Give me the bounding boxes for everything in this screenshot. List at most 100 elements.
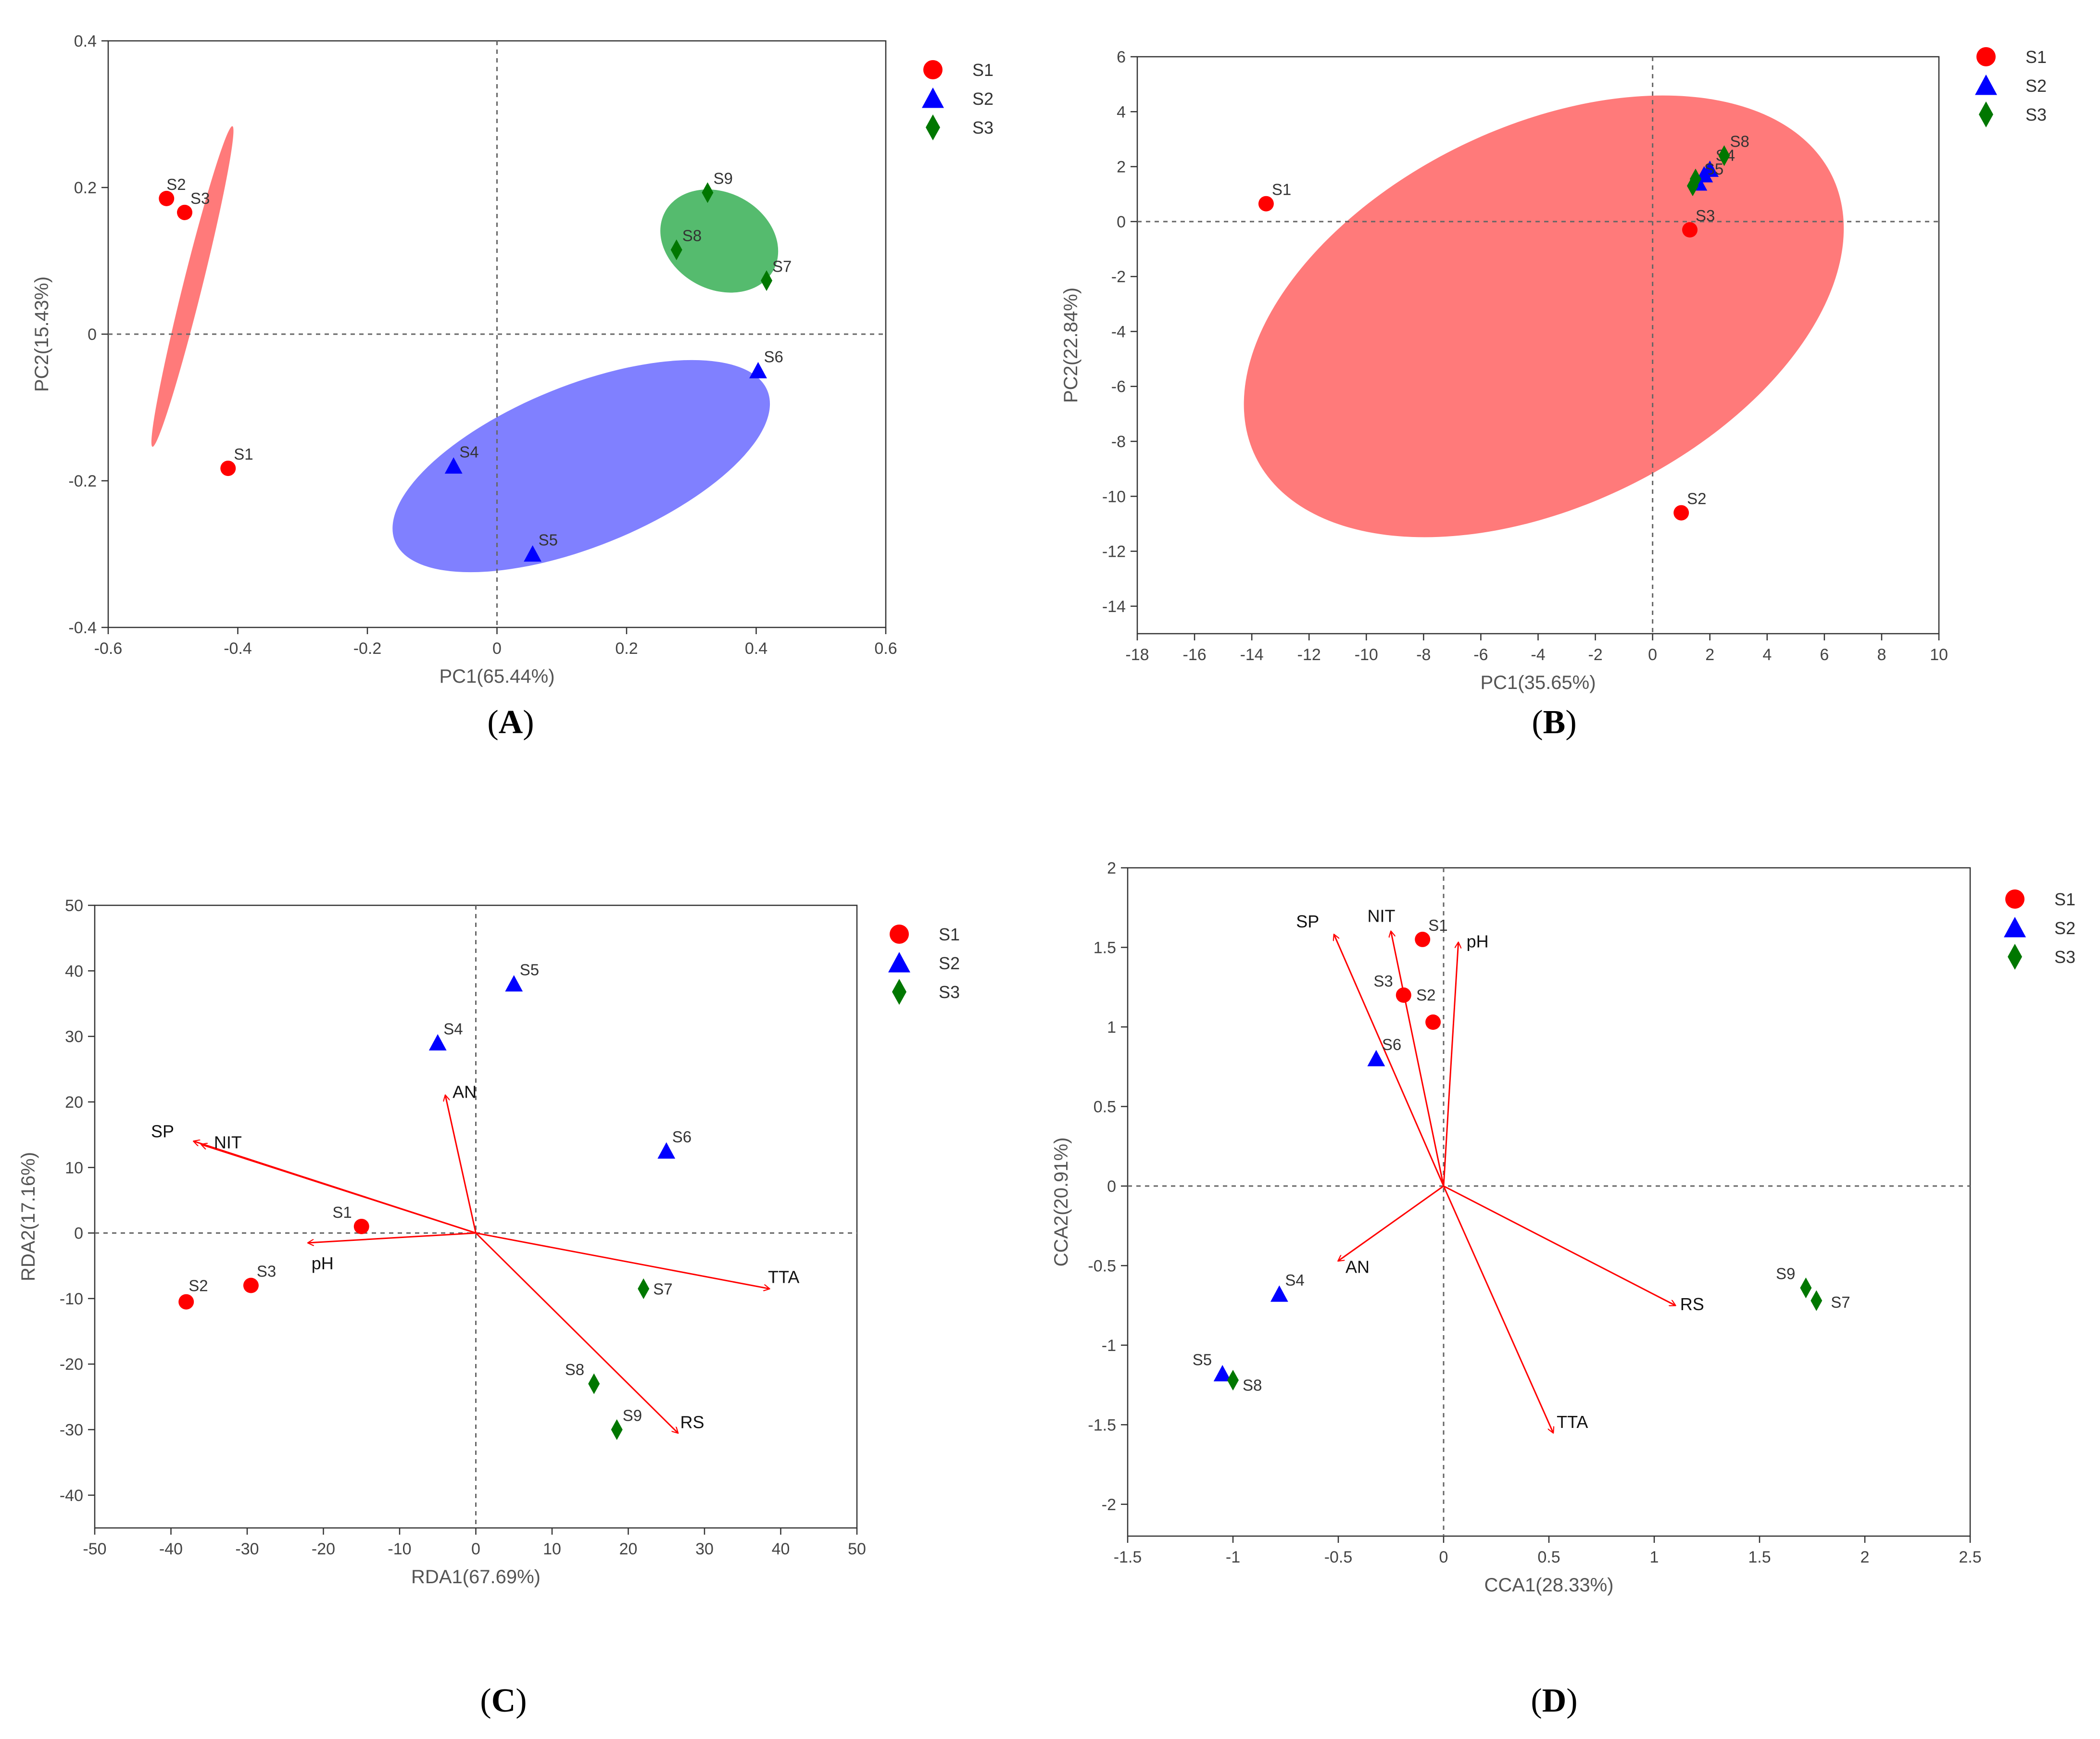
- arrow-tta: [1443, 1186, 1553, 1433]
- point-label-s6: S6: [1382, 1036, 1401, 1053]
- point-label-s1: S1: [234, 445, 253, 463]
- legend-label-s2: S2: [2025, 76, 2047, 96]
- arrow-label-sp: SP: [151, 1122, 174, 1141]
- x-tick-label: 10: [1930, 646, 1948, 664]
- confidence-ellipse-s1: [1244, 95, 1844, 538]
- y-tick-label: -8: [1111, 433, 1126, 451]
- point-label-s7: S7: [1831, 1293, 1850, 1311]
- point-s8: [588, 1373, 600, 1394]
- arrow-sp: [1334, 935, 1445, 1187]
- x-tick-label: -10: [1355, 646, 1378, 664]
- x-tick-label: 8: [1877, 646, 1886, 664]
- point-s7: [1811, 1290, 1823, 1311]
- x-tick-label: 0.6: [874, 639, 897, 658]
- point-label-s4: S4: [443, 1020, 463, 1038]
- legend-marker-s2: [2004, 917, 2026, 938]
- legend-label-s2: S2: [2054, 918, 2075, 938]
- y-tick-label: 1: [1107, 1018, 1116, 1037]
- legend-label-s1: S1: [972, 60, 993, 80]
- point-label-s4: S4: [459, 443, 478, 461]
- point-s2: [178, 1294, 194, 1310]
- point-s6: [749, 362, 767, 378]
- legend-marker-s3: [2008, 944, 2022, 970]
- point-label-s6: S6: [764, 348, 783, 365]
- arrow-ph: [1443, 943, 1459, 1186]
- legend-marker-s1: [890, 925, 909, 944]
- y-tick-label: -0.2: [68, 472, 97, 490]
- y-tick-label: 2: [1117, 158, 1126, 176]
- y-tick-label: 20: [65, 1093, 83, 1112]
- y-tick-label: -4: [1111, 323, 1126, 341]
- legend-marker-s3: [892, 979, 906, 1005]
- point-label-s8: S8: [1730, 133, 1749, 150]
- point-s2: [159, 190, 175, 206]
- x-tick-label: 0.2: [615, 639, 638, 658]
- y-tick-label: -2: [1102, 1496, 1116, 1514]
- panel-c-rda-chart: -50 -40 -30 -20 -10 0 10 20 30 40 50 -40 -30 -20 -10 0 1…: [18, 897, 960, 1719]
- y-tick-label: -0.5: [1088, 1257, 1116, 1275]
- point-s4: [428, 1034, 447, 1051]
- legend-label-s3: S3: [972, 118, 993, 138]
- legend-marker-s2: [888, 952, 910, 973]
- x-tick-label: 4: [1762, 646, 1772, 664]
- y-tick-label: -6: [1111, 378, 1126, 396]
- arrow-rs: [475, 1232, 678, 1433]
- y-tick-label: 0: [74, 1225, 83, 1243]
- x-tick-label: -0.4: [224, 639, 252, 658]
- arrow-rs: [1443, 1185, 1675, 1305]
- arrow-tta: [476, 1232, 769, 1289]
- confidence-ellipse-s3: [660, 189, 779, 293]
- x-axis-label: PC1(65.44%): [439, 666, 554, 687]
- plot-frame: [1127, 867, 1971, 1537]
- point-s3: [1396, 987, 1411, 1003]
- arrow-label-tta: TTA: [1557, 1412, 1588, 1432]
- x-tick-label: -2: [1588, 646, 1602, 664]
- point-label-s3: S3: [257, 1263, 276, 1280]
- point-label-s8: S8: [682, 227, 702, 245]
- x-tick-label: -12: [1297, 646, 1321, 664]
- x-tick-label: -0.2: [353, 639, 382, 658]
- arrow-label-tta: TTA: [768, 1267, 799, 1287]
- point-s7: [638, 1278, 650, 1300]
- x-tick-label: 50: [848, 1540, 866, 1558]
- panel-caption: (D): [1531, 1682, 1577, 1719]
- legend-label-s3: S3: [2025, 105, 2047, 125]
- x-tick-label: 1.5: [1748, 1548, 1771, 1566]
- point-label-s1: S1: [1272, 181, 1291, 199]
- point-s3: [243, 1277, 259, 1293]
- point-s8: [1227, 1370, 1239, 1391]
- point-label-s4: S4: [1285, 1271, 1304, 1289]
- x-tick-label: -1.5: [1114, 1548, 1142, 1566]
- y-tick-label: -10: [1102, 488, 1126, 506]
- legend-marker-s1: [1976, 47, 1996, 66]
- point-label-s5: S5: [520, 961, 539, 979]
- x-tick-label: 2.5: [1959, 1548, 1981, 1566]
- point-label-s7: S7: [772, 258, 792, 275]
- y-tick-label: 0: [88, 325, 97, 344]
- x-tick-label: 0: [1648, 646, 1657, 664]
- confidence-ellipse-s1: [151, 126, 234, 447]
- x-tick-label: 0: [471, 1540, 480, 1558]
- point-label-s3: S3: [190, 189, 210, 207]
- arrow-ph: [308, 1232, 476, 1243]
- point-s3: [177, 204, 193, 220]
- arrow-label-ph: pH: [1467, 932, 1489, 951]
- point-label-s5: S5: [1193, 1351, 1212, 1368]
- x-tick-label: 6: [1820, 646, 1829, 664]
- point-label-s9: S9: [713, 170, 732, 188]
- x-tick-label: 0.4: [745, 639, 767, 658]
- y-axis-label: PC2(15.43%): [31, 276, 52, 392]
- y-tick-label: -30: [60, 1421, 83, 1439]
- x-tick-label: -20: [312, 1540, 335, 1558]
- x-tick-label: -14: [1240, 646, 1264, 664]
- point-s1: [1258, 196, 1274, 212]
- point-s9: [702, 182, 714, 203]
- arrow-label-ph: pH: [312, 1253, 334, 1273]
- y-tick-label: 40: [65, 962, 83, 980]
- legend-label-s3: S3: [939, 982, 960, 1002]
- x-tick-label: 1: [1650, 1548, 1659, 1566]
- x-tick-label: -0.6: [94, 639, 123, 658]
- x-tick-label: -1: [1226, 1548, 1240, 1566]
- legend-marker-s3: [1979, 101, 1993, 127]
